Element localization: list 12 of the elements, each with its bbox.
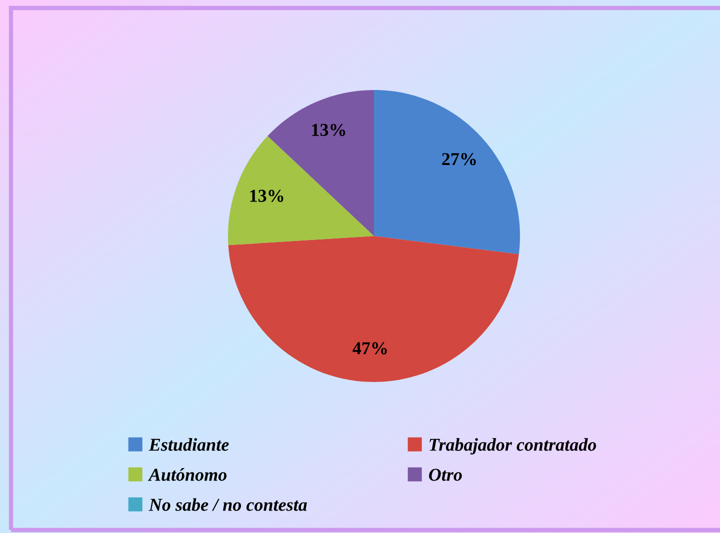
pie-slice xyxy=(374,90,520,254)
legend-label: Autónomo xyxy=(148,468,227,481)
legend-label: Trabajador contratado xyxy=(430,438,596,455)
data-label: 13% xyxy=(312,124,346,136)
legend-label: Otro xyxy=(429,468,462,481)
pie-slice xyxy=(228,236,519,382)
data-label: 27% xyxy=(442,153,476,166)
data-label: 13% xyxy=(250,190,284,202)
data-label: 47% xyxy=(352,342,387,354)
legend-label: Estudiante xyxy=(148,438,229,451)
pie-slice xyxy=(228,136,374,246)
legend-label: No sabe / no contesta xyxy=(148,498,307,511)
